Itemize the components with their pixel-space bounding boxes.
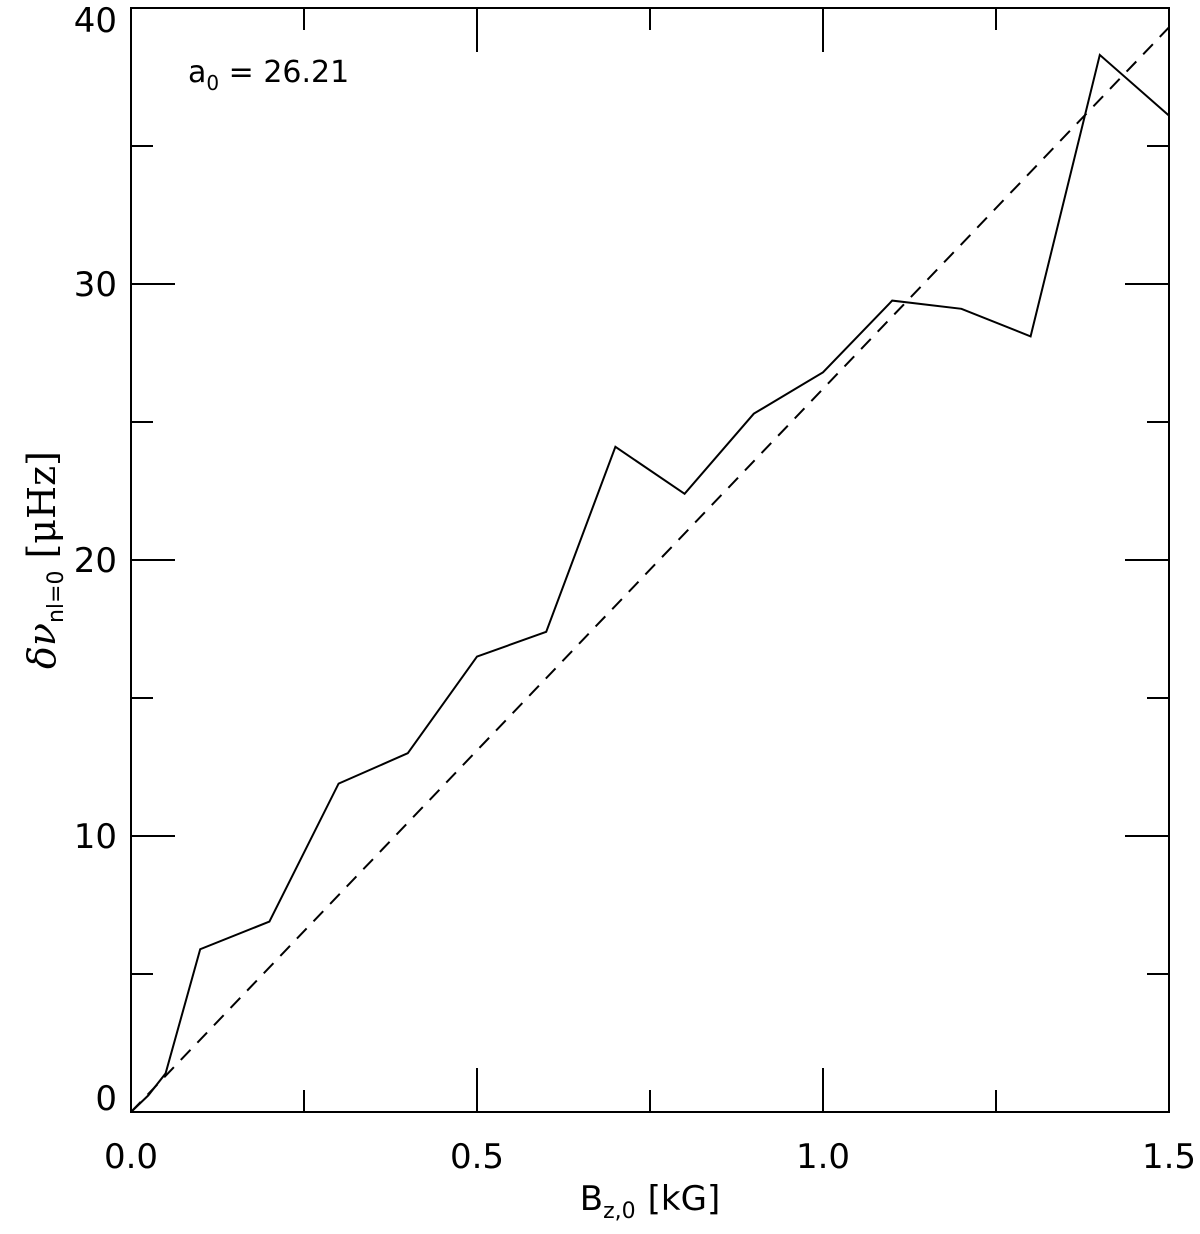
dashed-fit-line: [130, 26, 1170, 1113]
y-tick-label: 0: [95, 1079, 117, 1119]
annotation-label: a0 = 26.21: [188, 55, 349, 95]
major-ticks: [130, 7, 1170, 1113]
y-tick-label: 40: [74, 1, 117, 41]
y-tick-label: 20: [74, 541, 117, 581]
annotation-main: a: [188, 55, 206, 90]
annotation-value: = 26.21: [219, 55, 349, 90]
y-axis-label-main: δν: [20, 623, 64, 669]
series-layer: [130, 26, 1170, 1113]
minor-ticks: [131, 8, 1169, 1112]
y-axis-label: δνnl=0 [μHz]: [20, 451, 69, 669]
y-tick-labels: 0 10 20 30 40: [74, 1, 117, 1119]
solid-data-line: [130, 53, 1170, 1113]
plot-frame: [130, 7, 1170, 1113]
x-axis-label-main: B: [580, 1179, 603, 1219]
y-tick-label: 10: [74, 817, 117, 857]
x-tick-label: 1.5: [1142, 1137, 1196, 1177]
y-axis-label-sub: nl=0: [44, 571, 69, 624]
x-tick-labels: 0.0 0.5 1.0 1.5: [104, 1137, 1196, 1177]
x-tick-label: 0.0: [104, 1137, 158, 1177]
x-axis-label: Bz,0 [kG]: [580, 1179, 720, 1224]
x-tick-label: 1.0: [796, 1137, 850, 1177]
x-axis-label-unit: [kG]: [648, 1179, 721, 1219]
x-tick-label: 0.5: [450, 1137, 504, 1177]
annotation-sub: 0: [206, 71, 219, 95]
y-axis-label-unit: [μHz]: [20, 451, 64, 559]
x-axis-label-sub: z,0: [603, 1199, 636, 1224]
y-tick-label: 30: [74, 265, 117, 305]
